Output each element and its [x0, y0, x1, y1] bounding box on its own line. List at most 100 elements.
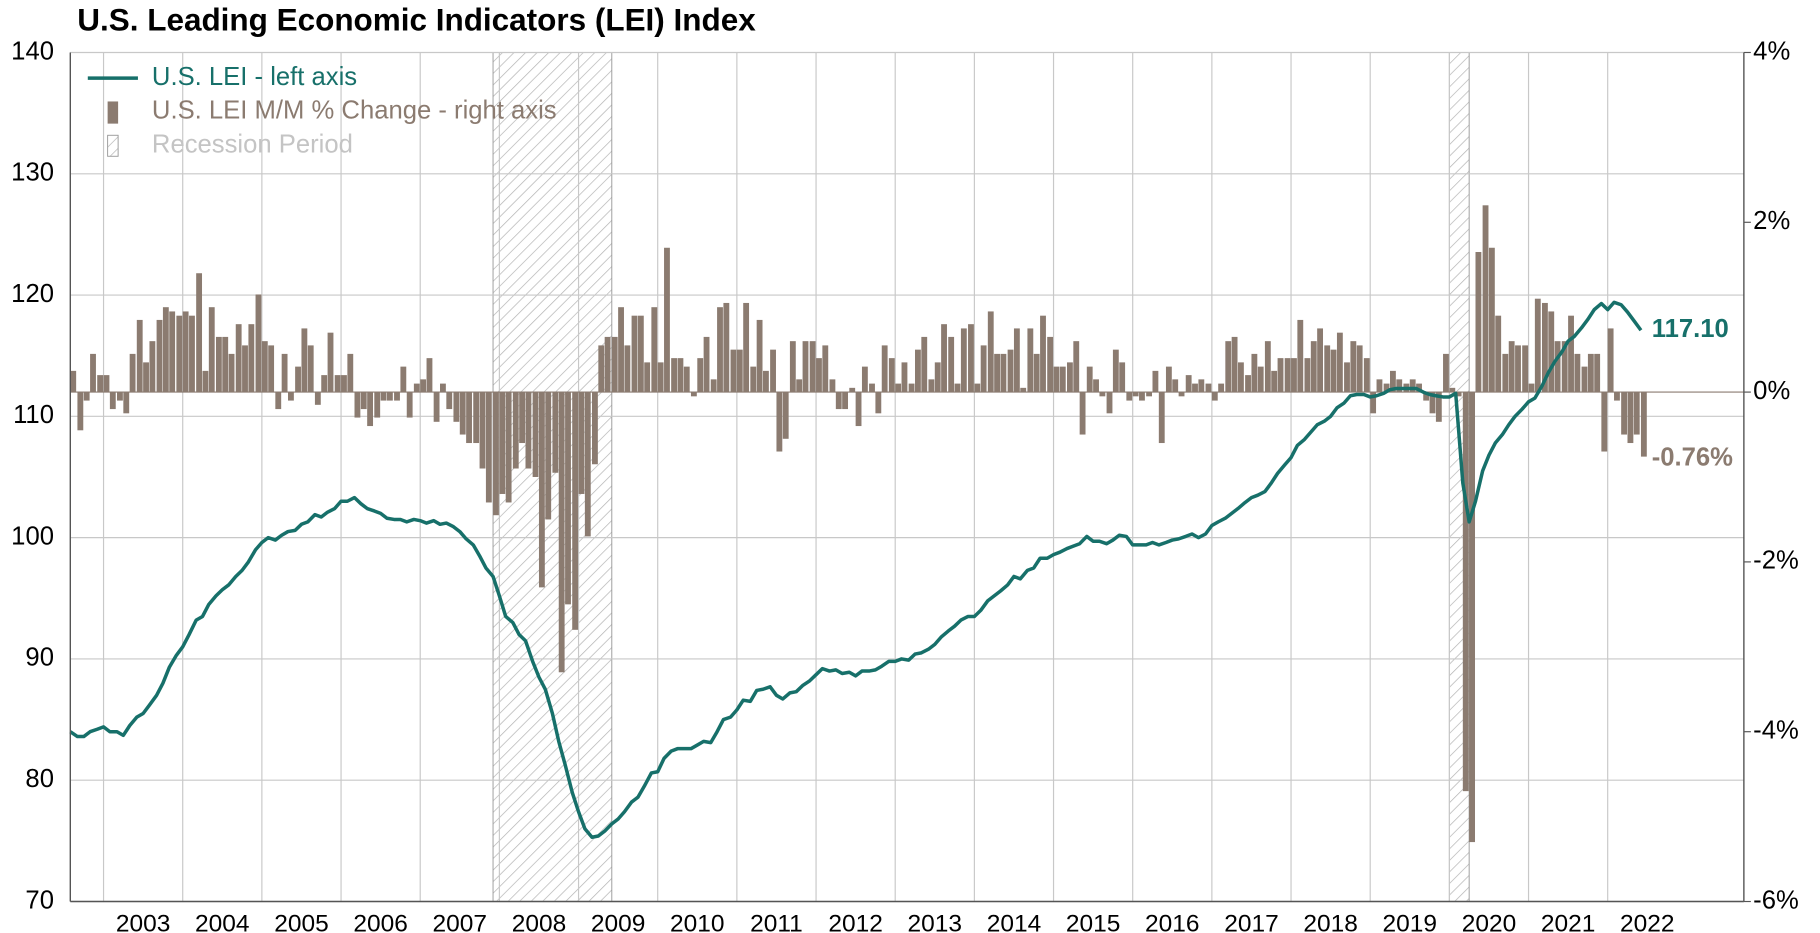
legend-label: U.S. LEI - left axis: [152, 63, 357, 91]
x-tick-label: 2004: [195, 910, 249, 933]
bar: [1330, 349, 1337, 393]
x-tick-label: 2007: [433, 910, 487, 933]
bar: [1271, 370, 1278, 393]
bar: [519, 392, 526, 444]
bar: [1112, 349, 1119, 393]
bar: [1237, 362, 1244, 393]
x-tick-label: 2014: [987, 910, 1041, 933]
bar: [697, 358, 704, 393]
bar: [1389, 370, 1396, 393]
y-tick-label: 80: [25, 765, 54, 793]
bar: [1178, 392, 1185, 397]
bar: [1528, 383, 1535, 393]
bar: [1027, 328, 1034, 393]
bar: [1047, 336, 1054, 393]
x-tick-label: 2008: [512, 910, 566, 933]
y-tick-label: 70: [25, 886, 54, 914]
bar: [572, 392, 579, 630]
bar: [895, 383, 902, 393]
bar: [1541, 302, 1548, 393]
bar: [1225, 341, 1232, 393]
bar: [908, 383, 915, 393]
y-tick-label: 130: [11, 159, 54, 187]
legend-label: Recession Period: [152, 131, 353, 159]
x-tick-label: 2010: [670, 910, 724, 933]
bar: [842, 392, 849, 410]
bar: [756, 319, 763, 393]
bar: [934, 362, 941, 393]
bar: [255, 294, 262, 393]
bar: [1053, 366, 1060, 393]
bar: [1376, 379, 1383, 393]
bar: [1561, 341, 1568, 393]
bar: [1435, 392, 1442, 422]
bar: [1601, 392, 1608, 452]
bar: [176, 315, 183, 393]
bar: [394, 392, 400, 401]
x-tick-label: 2003: [116, 910, 170, 933]
y2-tick-label: 2%: [1753, 207, 1790, 235]
bar: [1344, 362, 1350, 393]
bar: [683, 366, 690, 393]
bar: [901, 362, 908, 393]
bar: [1633, 392, 1640, 435]
bar: [433, 392, 440, 422]
x-tick-label: 2017: [1224, 910, 1278, 933]
x-tick-label: 2021: [1541, 910, 1595, 933]
bar: [545, 392, 552, 520]
bar: [750, 366, 757, 393]
bar: [440, 383, 446, 393]
bar: [974, 383, 981, 393]
bar: [1257, 366, 1264, 393]
bar: [578, 392, 585, 494]
bar: [763, 370, 769, 393]
y-tick-label: 120: [11, 280, 54, 308]
bar: [1245, 375, 1251, 393]
bar: [466, 392, 472, 444]
bar: [129, 353, 136, 393]
bar: [565, 392, 571, 605]
bar: [1297, 319, 1304, 393]
bar: [532, 392, 539, 477]
bar: [664, 247, 670, 393]
bar: [1000, 353, 1007, 393]
bar: [1522, 345, 1529, 393]
bar: [717, 307, 723, 393]
bar: [1568, 315, 1574, 393]
recession-band: [492, 52, 613, 902]
legend-swatch: [107, 134, 119, 157]
bar: [222, 336, 229, 393]
bar: [1475, 252, 1482, 393]
bar: [1158, 392, 1165, 444]
legend-swatch: [107, 101, 119, 124]
bar: [1488, 247, 1495, 393]
bar: [1462, 392, 1469, 792]
bar: [730, 349, 737, 393]
bar: [624, 345, 631, 393]
bar: [782, 392, 789, 439]
bar: [1073, 341, 1080, 393]
y-tick-label: 100: [11, 522, 54, 550]
bar: [861, 366, 868, 393]
bar: [604, 336, 611, 393]
bar: [1119, 362, 1126, 393]
bar: [869, 383, 875, 393]
bar: [538, 392, 545, 588]
bar: [1198, 379, 1205, 393]
y2-tick-label: -6%: [1753, 886, 1799, 914]
bar: [948, 336, 955, 393]
x-tick-label: 2013: [908, 910, 962, 933]
bar: [1396, 379, 1403, 393]
bar: [881, 345, 888, 393]
bar: [1310, 341, 1317, 393]
bar: [915, 349, 921, 393]
bar: [816, 358, 822, 393]
bar: [97, 375, 104, 393]
bar: [1099, 392, 1106, 397]
bar: [789, 341, 796, 393]
y2-tick-label: 4%: [1753, 37, 1790, 65]
bar: [968, 324, 974, 393]
bar: [367, 392, 374, 427]
bar: [1007, 349, 1014, 393]
bar: [1040, 315, 1046, 393]
